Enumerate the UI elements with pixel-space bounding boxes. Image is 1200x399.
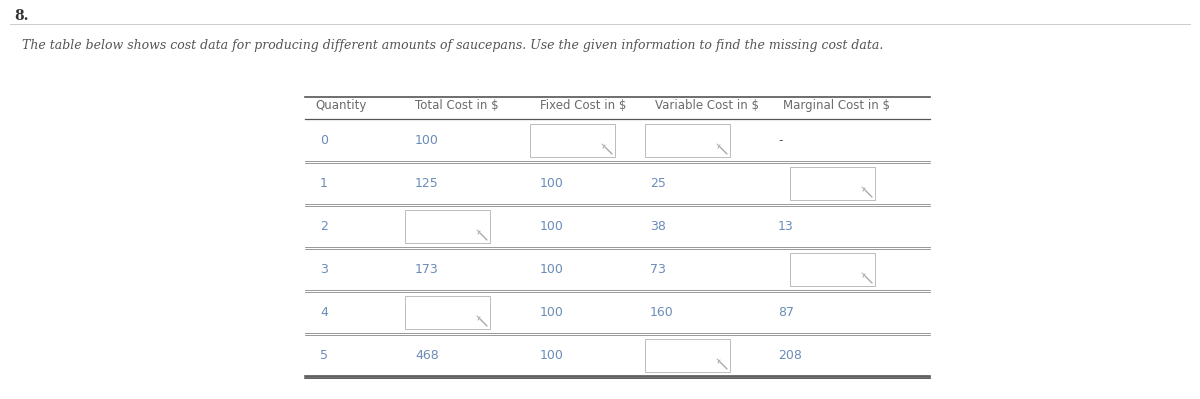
Text: 100: 100	[540, 349, 564, 362]
Text: 468: 468	[415, 349, 439, 362]
Text: 25: 25	[650, 177, 666, 190]
Text: 125: 125	[415, 177, 439, 190]
Text: 160: 160	[650, 306, 673, 319]
Bar	[646, 339, 730, 372]
Bar	[790, 167, 875, 200]
Bar	[406, 296, 490, 329]
Text: 2: 2	[320, 220, 328, 233]
Text: 87: 87	[778, 306, 794, 319]
Text: 3: 3	[320, 263, 328, 276]
Text: 13: 13	[778, 220, 793, 233]
Text: 100: 100	[540, 177, 564, 190]
Text: 1: 1	[320, 177, 328, 190]
Text: 100: 100	[540, 263, 564, 276]
Text: 208: 208	[778, 349, 802, 362]
Text: Total Cost in $: Total Cost in $	[415, 99, 499, 112]
Text: 73: 73	[650, 263, 666, 276]
Text: Marginal Cost in $: Marginal Cost in $	[784, 99, 890, 112]
Text: 4: 4	[320, 306, 328, 319]
Bar	[530, 124, 616, 157]
Text: 38: 38	[650, 220, 666, 233]
Text: Quantity: Quantity	[314, 99, 366, 112]
Text: 173: 173	[415, 263, 439, 276]
Text: Variable Cost in $: Variable Cost in $	[655, 99, 760, 112]
Bar	[646, 124, 730, 157]
Text: 100: 100	[540, 306, 564, 319]
Text: 5: 5	[320, 349, 328, 362]
Bar	[406, 210, 490, 243]
Text: 0: 0	[320, 134, 328, 147]
Text: Fixed Cost in $: Fixed Cost in $	[540, 99, 626, 112]
Bar	[790, 253, 875, 286]
Text: 100: 100	[415, 134, 439, 147]
Text: -: -	[778, 134, 782, 147]
Text: The table below shows cost data for producing different amounts of saucepans. Us: The table below shows cost data for prod…	[22, 39, 883, 52]
Text: 100: 100	[540, 220, 564, 233]
Text: 8.: 8.	[14, 9, 29, 23]
